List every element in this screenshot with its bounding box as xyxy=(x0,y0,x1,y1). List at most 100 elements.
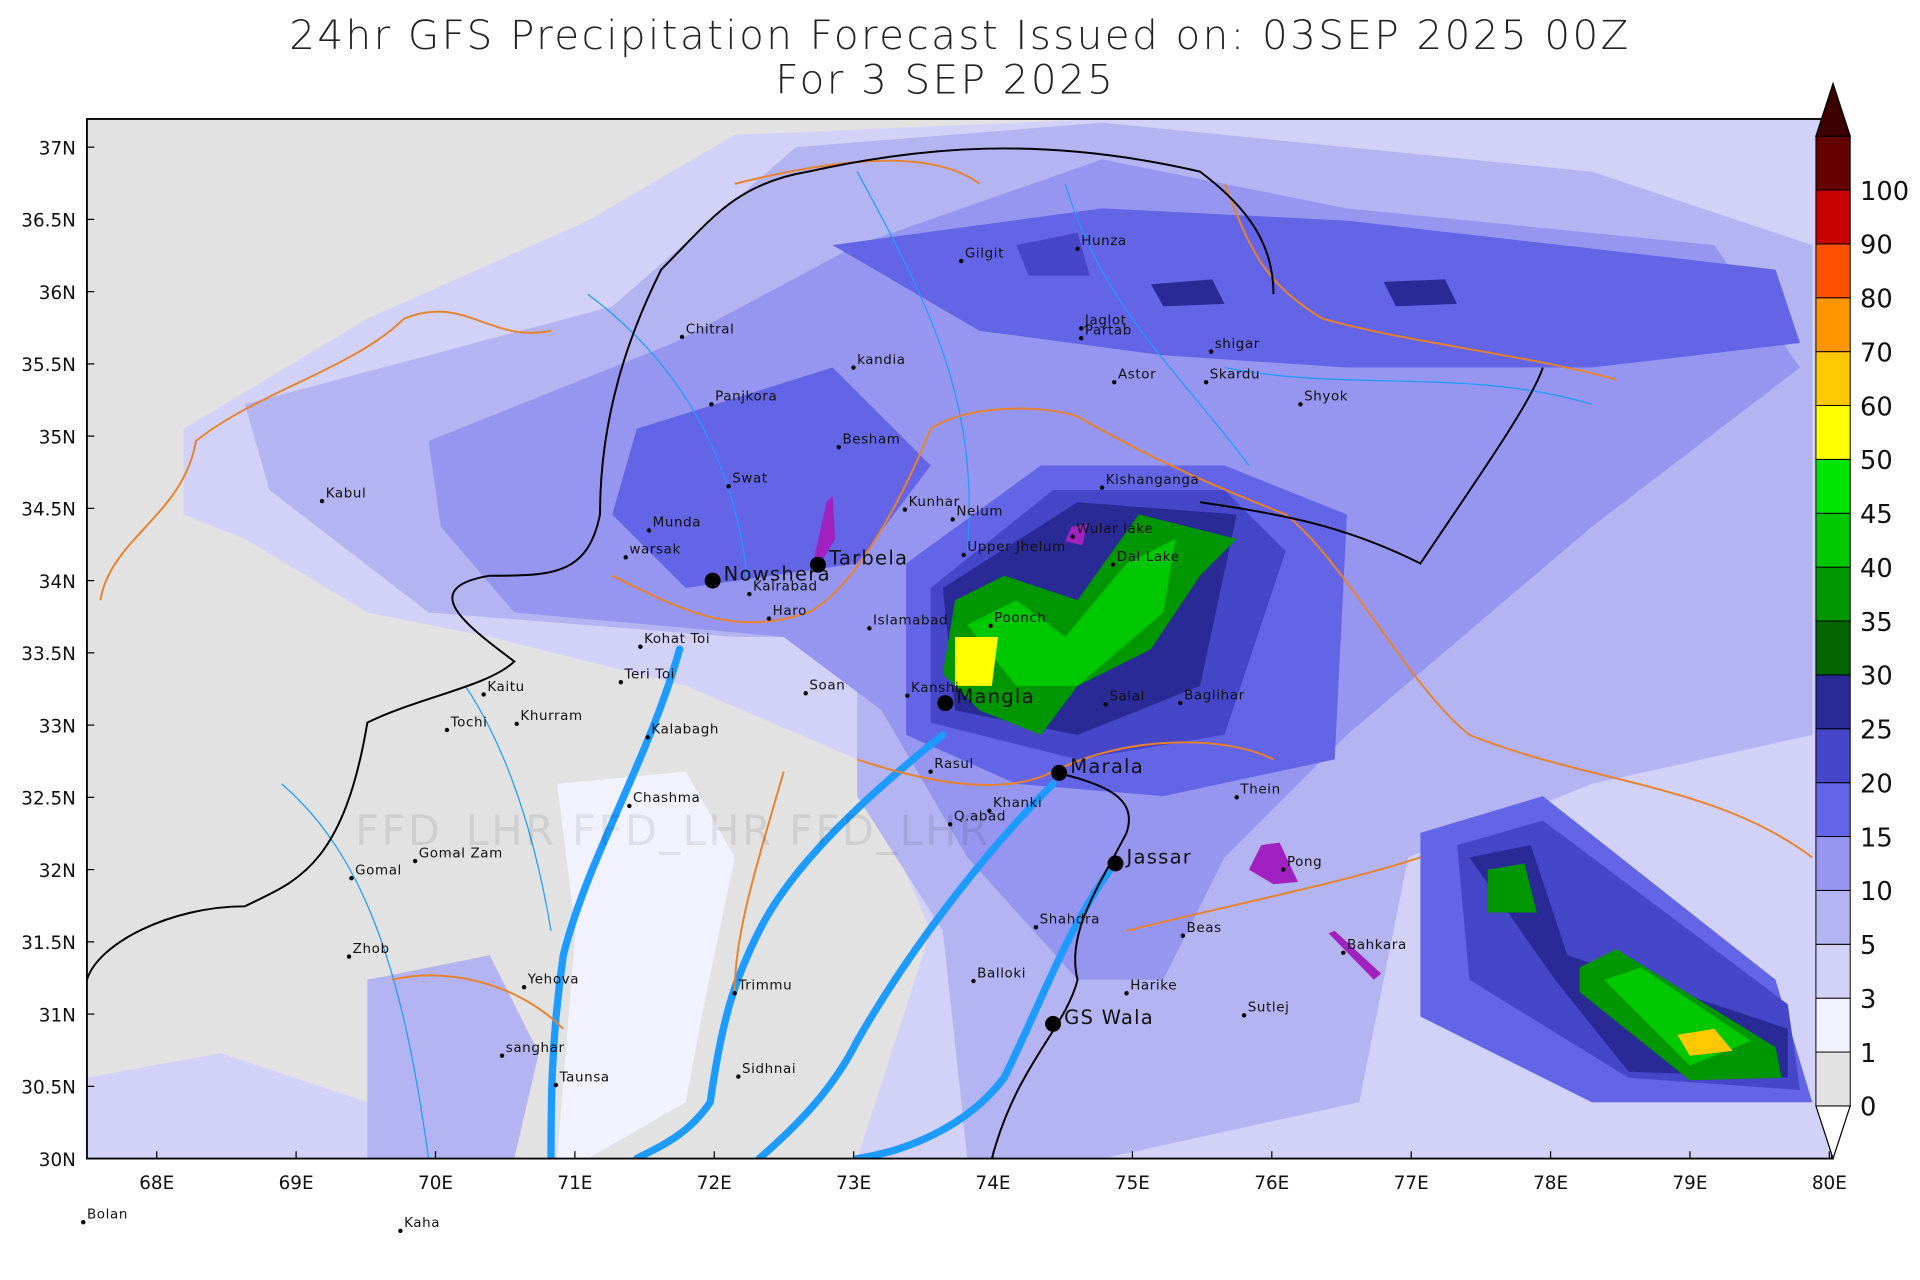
y-tick-label: 36N xyxy=(39,283,76,304)
place-label: Sidhnai xyxy=(742,1062,796,1077)
place-label: Baglihar xyxy=(1184,688,1245,703)
place-marker xyxy=(971,978,976,984)
colorbar-bin xyxy=(1815,189,1851,245)
colorbar-label: 50 xyxy=(1860,446,1893,476)
y-tick-label: 34N xyxy=(39,572,76,593)
place-label: Taunsa xyxy=(559,1070,610,1085)
place-label: Chitral xyxy=(686,322,735,337)
place-marker xyxy=(1033,924,1039,930)
place-label: Kabul xyxy=(326,486,367,501)
place-label: Shahdra xyxy=(1040,912,1100,927)
place-marker xyxy=(444,727,450,733)
place-label: Panjkora xyxy=(715,390,777,405)
reservoir-marker xyxy=(1045,1015,1062,1032)
place-label: Harike xyxy=(1130,979,1177,994)
y-tick-label: 37N xyxy=(39,138,76,159)
place-label: Beas xyxy=(1187,921,1222,936)
x-tick-label: 76E xyxy=(1254,1173,1289,1194)
x-tick-label: 74E xyxy=(976,1173,1011,1194)
place-label: Hunza xyxy=(1081,234,1127,249)
place-label: Kishanganga xyxy=(1106,473,1200,488)
place-marker xyxy=(928,769,933,774)
colorbar-label: 15 xyxy=(1860,823,1893,853)
title: 24hr GFS Precipitation Forecast Issued o… xyxy=(289,11,1631,59)
place-marker xyxy=(905,693,910,698)
colorbar-bin xyxy=(1815,943,1851,999)
place-label: Pong xyxy=(1287,855,1322,870)
place-label: Tochi xyxy=(450,715,488,730)
place-marker xyxy=(1110,562,1116,567)
x-tick-label: 69E xyxy=(279,1173,314,1194)
reservoir-marker xyxy=(1051,764,1068,781)
place-marker xyxy=(1298,402,1303,407)
place-marker xyxy=(521,984,527,990)
place-label: Salal xyxy=(1109,690,1145,705)
place-label: Nowshera xyxy=(724,563,831,586)
place-label: Astor xyxy=(1118,368,1156,383)
place-marker xyxy=(679,334,685,340)
place-marker xyxy=(1341,950,1346,956)
place-label: Tarbela xyxy=(828,547,908,570)
reservoir-marker xyxy=(704,572,721,589)
place-label: Shyok xyxy=(1304,390,1348,405)
place-marker xyxy=(987,808,992,814)
colorbar-bin xyxy=(1815,243,1851,299)
y-tick-label: 33N xyxy=(39,716,76,737)
place-label: Nelum xyxy=(956,505,1003,520)
place-label: Kohat Toi xyxy=(644,632,710,647)
place-label: GS Wala xyxy=(1064,1006,1154,1029)
colorbar-label: 60 xyxy=(1860,392,1893,422)
colorbar-label: 30 xyxy=(1860,662,1893,692)
place-label: Gomal Zam xyxy=(419,846,503,861)
place-label: Bolan xyxy=(87,1208,128,1223)
place-marker xyxy=(747,591,752,597)
colorbar-label: 1 xyxy=(1860,1039,1876,1069)
place-marker xyxy=(346,954,352,959)
place-marker xyxy=(988,623,993,629)
place-marker xyxy=(961,552,966,558)
place-marker xyxy=(950,517,955,522)
colorbar-above xyxy=(1815,81,1852,137)
place-marker xyxy=(851,365,856,370)
place-label: Khurram xyxy=(520,709,582,724)
watermark: FFD_LHR FFD_LHR FFD_LHR xyxy=(355,806,990,855)
place-marker xyxy=(645,735,650,740)
colorbar-bin xyxy=(1815,512,1851,568)
subtitle: For 3 SEP 2025 xyxy=(775,55,1115,103)
place-label: Jaglot xyxy=(1084,314,1127,329)
place-marker xyxy=(481,692,486,697)
colorbar-label: 5 xyxy=(1860,931,1876,961)
place-label: Khanki xyxy=(993,796,1042,811)
place-marker xyxy=(1281,867,1286,872)
x-tick-label: 79E xyxy=(1672,1173,1707,1194)
x-tick-label: 77E xyxy=(1394,1173,1429,1194)
place-label: Q.abad xyxy=(954,810,1006,825)
place-marker xyxy=(732,991,737,996)
place-label: Swat xyxy=(732,472,768,487)
place-marker xyxy=(1178,700,1183,706)
x-tick-label: 78E xyxy=(1533,1173,1568,1194)
colorbar-bin xyxy=(1815,674,1851,730)
colorbar-bin xyxy=(1815,997,1851,1053)
place-label: Besham xyxy=(842,432,900,447)
place-marker xyxy=(1241,1013,1247,1018)
place-label: warsak xyxy=(629,543,681,558)
place-marker xyxy=(902,507,908,512)
place-marker xyxy=(709,402,714,407)
y-tick-label: 35.5N xyxy=(21,355,76,376)
y-tick-label: 33.5N xyxy=(21,644,76,665)
x-tick-label: 80E xyxy=(1812,1173,1847,1194)
place-label: Zhob xyxy=(353,942,390,957)
place-marker xyxy=(638,644,643,649)
place-marker xyxy=(499,1053,505,1058)
y-tick-label: 36.5N xyxy=(21,211,76,232)
place-marker xyxy=(398,1228,403,1234)
place-marker xyxy=(319,498,325,504)
x-tick-label: 68E xyxy=(139,1173,174,1194)
place-label: Kaitu xyxy=(487,680,524,695)
place-marker xyxy=(1070,534,1075,539)
colorbar-bin xyxy=(1815,297,1851,353)
y-tick-label: 31N xyxy=(39,1005,76,1026)
place-marker xyxy=(646,528,652,533)
